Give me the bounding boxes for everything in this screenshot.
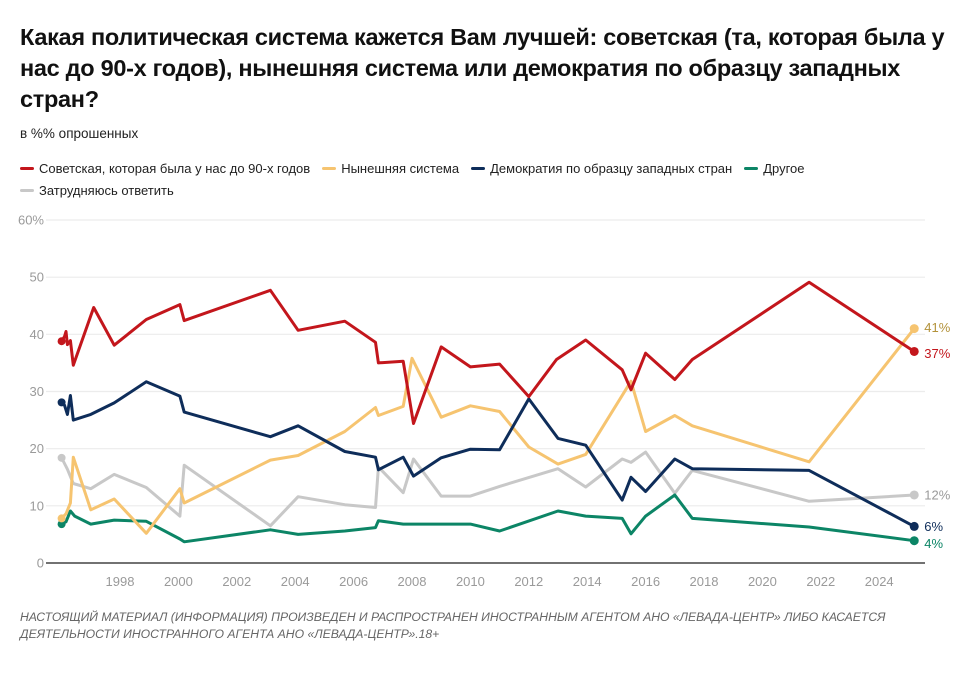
end-marker-soviet xyxy=(909,346,919,356)
legend-item-soviet[interactable]: Советская, которая была у нас до 90-х го… xyxy=(20,161,310,176)
x-tick-label: 2014 xyxy=(573,574,602,589)
x-tick-label: 2022 xyxy=(806,574,835,589)
line-chart: 0 10 20 30 40 50 60% 1998 2000 2002 2004 2006 2008 2… xyxy=(18,213,951,590)
series-line-undecided xyxy=(60,450,916,528)
legend-label-other: Другое xyxy=(763,160,805,176)
end-marker-western-democracy xyxy=(909,521,919,531)
x-tick-label: 2010 xyxy=(456,574,485,589)
x-tick-label: 2020 xyxy=(748,574,777,589)
y-tick-label: 60% xyxy=(18,213,44,228)
end-label-other: 4% xyxy=(924,536,943,551)
x-tick-label: 2000 xyxy=(164,574,193,589)
y-tick-label: 40 xyxy=(30,327,44,342)
end-label-current: 41% xyxy=(924,320,950,335)
legend-item-current[interactable]: Нынешняя система xyxy=(322,161,459,176)
series-lines xyxy=(57,280,919,546)
legend-item-undecided[interactable]: Затрудняюсь ответить xyxy=(20,183,174,198)
end-marker-current xyxy=(909,324,919,334)
start-marker-soviet xyxy=(57,337,66,346)
legend-swatch-western-democracy xyxy=(471,166,486,170)
end-label-soviet: 37% xyxy=(924,346,950,361)
x-tick-label: 2012 xyxy=(514,574,543,589)
legend-label-western-democracy: Демократия по образцу западных стран xyxy=(490,160,733,176)
legend-item-other[interactable]: Другое xyxy=(744,160,805,176)
start-marker-other xyxy=(57,520,66,529)
legend-label-soviet: Советская, которая была у нас до 90-х го… xyxy=(39,160,311,176)
x-tick-label: 2002 xyxy=(222,574,251,589)
chart-title: Какая политическая система кажется Вам л… xyxy=(20,24,945,112)
legend-swatch-soviet xyxy=(20,166,34,170)
end-marker-other xyxy=(909,536,919,546)
chart-subtitle: в %% опрошенных xyxy=(20,126,139,141)
y-tick-label: 10 xyxy=(30,498,44,513)
x-tick-label: 2006 xyxy=(339,574,368,589)
series-line-soviet xyxy=(60,280,916,425)
series-line-current xyxy=(60,327,916,535)
legend-item-western-democracy[interactable]: Демократия по образцу западных стран xyxy=(471,161,732,176)
start-marker-western-democracy xyxy=(57,398,66,407)
end-marker-undecided xyxy=(909,490,919,500)
x-tick-label: 2004 xyxy=(281,574,310,589)
x-axis-ticks: 1998 2000 2002 2004 2006 2008 2010 2012 2014 2016… xyxy=(106,574,894,589)
end-label-undecided: 12% xyxy=(924,487,950,502)
legend-swatch-current xyxy=(322,166,337,170)
end-label-western-democracy: 6% xyxy=(924,519,943,534)
legend-swatch-undecided xyxy=(20,188,34,192)
x-tick-label: 1998 xyxy=(106,574,135,589)
footer-disclaimer: НАСТОЯЩИЙ МАТЕРИАЛ (ИНФОРМАЦИЯ) ПРОИЗВЕД… xyxy=(20,610,886,641)
grid-lines xyxy=(46,219,925,564)
y-tick-label: 30 xyxy=(30,384,44,399)
y-tick-label: 0 xyxy=(37,556,44,571)
series-line-other xyxy=(60,493,916,544)
legend-label-current: Нынешняя система xyxy=(341,160,460,176)
y-tick-label: 20 xyxy=(30,441,44,456)
legend-swatch-other xyxy=(744,166,759,170)
legend-row-2: Затрудняюсь ответить xyxy=(20,179,920,201)
start-marker-current xyxy=(57,514,66,523)
x-tick-label: 2024 xyxy=(865,574,894,589)
legend: Советская, которая была у нас до 90-х го… xyxy=(20,157,920,201)
legend-label-undecided: Затрудняюсь ответить xyxy=(39,182,174,198)
y-tick-label: 50 xyxy=(30,270,44,285)
end-labels: 37% 41% 6% 4% 12% xyxy=(924,320,950,551)
series-line-western-democracy xyxy=(60,380,916,528)
y-axis-ticks: 0 10 20 30 40 50 60% xyxy=(18,213,44,571)
start-marker-undecided xyxy=(57,453,66,462)
x-tick-label: 2016 xyxy=(631,574,660,589)
x-tick-label: 2008 xyxy=(398,574,427,589)
legend-row-1: Советская, которая была у нас до 90-х го… xyxy=(20,157,920,179)
x-tick-label: 2018 xyxy=(690,574,719,589)
